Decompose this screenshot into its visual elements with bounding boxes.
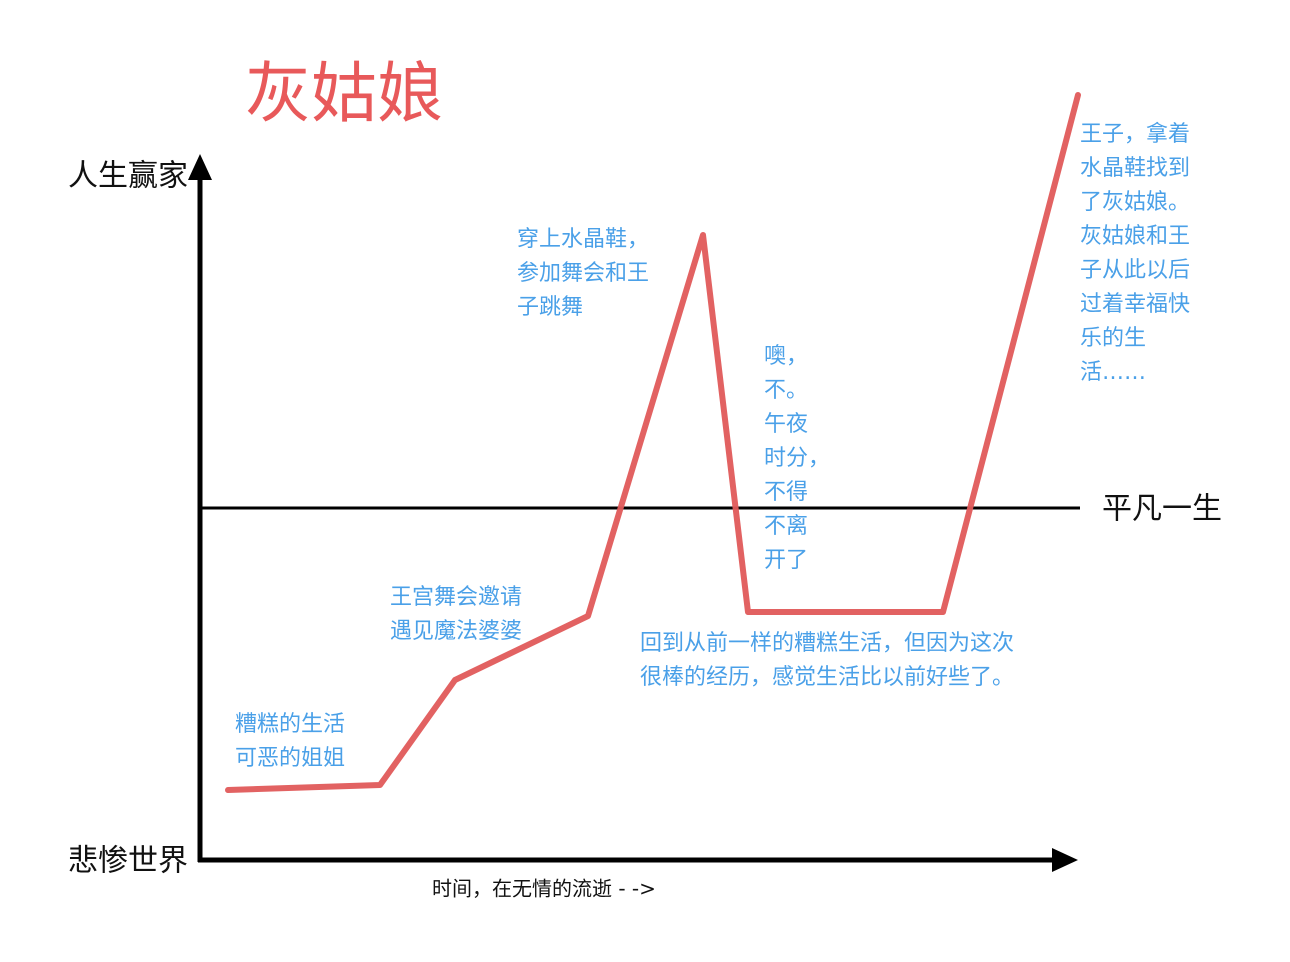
annotation-line: 活…… — [1080, 360, 1146, 385]
annotation-line: 午夜 — [764, 412, 808, 437]
annotation-line: 回到从前一样的糟糕生活，但因为这次 — [640, 631, 1014, 656]
annotation-line: 遇见魔法婆婆 — [390, 619, 522, 644]
annotation-line: 糟糕的生活 — [235, 712, 345, 737]
y-arrow — [188, 154, 212, 180]
annotation-line: 开了 — [764, 548, 808, 573]
annotation-line: 水晶鞋找到 — [1080, 156, 1190, 181]
middle-label: 平凡一生 — [1102, 492, 1222, 527]
title: 灰姑娘 — [245, 55, 443, 132]
annotation-line: 乐的生 — [1080, 326, 1146, 351]
annotation-line: 了灰姑娘。 — [1080, 190, 1190, 215]
annotation-line: 过着幸福快 — [1080, 292, 1190, 317]
annotation-line: 王宫舞会邀请 — [390, 585, 522, 610]
annotation-line: 不离 — [764, 514, 808, 539]
story-line — [225, 92, 1081, 793]
x-arrow — [1052, 848, 1078, 872]
annotation-line: 时分， — [764, 446, 830, 471]
annotation-line: 不得 — [764, 480, 808, 505]
annotation-line: 王子，拿着 — [1080, 121, 1190, 147]
annotation-line: 子跳舞 — [517, 295, 583, 320]
annotation-line: 子从此以后 — [1080, 258, 1190, 283]
annotation-line: 灰姑娘和王 — [1080, 224, 1190, 249]
annotation-line: 参加舞会和王 — [517, 261, 649, 286]
annotation-line: 不。 — [764, 378, 808, 403]
bottom-label: 悲惨世界 — [68, 844, 188, 879]
annotation-line: 很棒的经历，感觉生活比以前好些了。 — [640, 665, 1014, 690]
x-label: 时间，在无情的流逝 - -> — [432, 877, 656, 901]
annotation-line: 可恶的姐姐 — [235, 746, 345, 771]
annotation-line: 噢， — [764, 344, 808, 369]
top-label: 人生赢家 — [68, 159, 188, 194]
annotation-line: 穿上水晶鞋， — [517, 227, 649, 252]
